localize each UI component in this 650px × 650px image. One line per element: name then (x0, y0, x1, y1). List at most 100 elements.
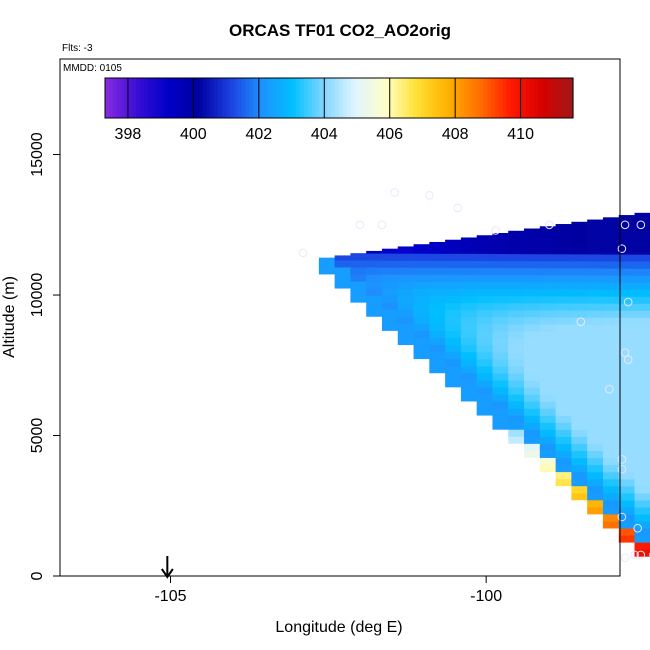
heatmap-cell (587, 380, 604, 388)
heatmap-cell (555, 380, 572, 388)
colorbar-strip (179, 78, 184, 118)
heatmap-cell (634, 507, 650, 515)
colorbar-strip (569, 78, 574, 118)
heatmap-cell (634, 303, 650, 311)
heatmap-cell (524, 317, 541, 325)
colorbar-strip (475, 78, 480, 118)
heatmap-cell (571, 408, 588, 416)
heatmap-cell (618, 521, 635, 529)
heatmap-cell (476, 260, 493, 269)
heatmap-cell (539, 408, 556, 416)
heatmap-cell (445, 246, 462, 254)
heatmap-cell (460, 316, 478, 325)
heatmap-cell (634, 275, 650, 283)
heatmap-cell (429, 302, 446, 310)
heatmap-cell (539, 401, 556, 409)
heatmap-cell (571, 436, 588, 445)
sample-point (617, 455, 627, 464)
heatmap-cell (602, 303, 620, 311)
heatmap-cell (508, 323, 525, 332)
heatmap-cell (460, 337, 478, 346)
heatmap-cell (587, 219, 604, 227)
colorbar-strip (241, 78, 246, 118)
heatmap-cell (571, 352, 588, 360)
sample-point (604, 384, 614, 394)
heatmap-cell (350, 281, 367, 289)
heatmap-cell (618, 493, 635, 501)
heatmap-cell (587, 317, 604, 325)
heatmap-cell (350, 253, 367, 261)
heatmap-cell (429, 351, 446, 360)
colorbar-strip (335, 78, 340, 118)
heatmap-cell (524, 267, 541, 276)
heatmap-cell (587, 310, 604, 318)
colorbar-strip (553, 78, 558, 118)
heatmap-cell (539, 457, 556, 465)
heatmap-cell (476, 309, 493, 318)
heatmap-cell (571, 296, 588, 304)
heatmap-cell (571, 471, 588, 480)
heatmap-cell (618, 528, 635, 536)
heatmap-cell (571, 246, 588, 255)
heatmap-cell (508, 422, 525, 430)
heatmap-cell (429, 274, 446, 282)
y-axis-label: Altitude (m) (1, 276, 18, 358)
colorbar-strip (456, 78, 461, 118)
heatmap-cell (634, 450, 650, 459)
heatmap-cell (381, 316, 399, 324)
colorbar-strip (389, 78, 395, 118)
heatmap-cell (618, 394, 635, 403)
heatmap-cell (555, 225, 572, 234)
colorbar-strip (381, 78, 387, 118)
colorbar-strip (144, 78, 149, 118)
colorbar-strip (514, 78, 519, 118)
heatmap-cell (634, 542, 650, 550)
heatmap-cell (476, 253, 493, 262)
heatmap-cell (429, 330, 446, 339)
heatmap-cell (366, 309, 383, 317)
heatmap-cell (602, 492, 620, 501)
colorbar-strip (417, 78, 422, 118)
sample-point (576, 317, 586, 327)
heatmap-cell (318, 257, 336, 261)
heatmap-cell (381, 288, 399, 296)
heatmap-cell (492, 373, 509, 381)
longitude-marker-arrow (161, 556, 174, 579)
colorbar-strip (378, 78, 383, 118)
colorbar-strip (112, 78, 118, 118)
heatmap-cell (587, 247, 604, 255)
heatmap-cell (587, 485, 604, 494)
colorbar-strip (175, 78, 180, 118)
heatmap-cell (476, 394, 493, 402)
heatmap-cell (634, 212, 650, 220)
heatmap-cell (460, 237, 478, 240)
heatmap-cell (634, 549, 650, 557)
heatmap-cell (508, 331, 525, 339)
heatmap-cell (634, 394, 650, 403)
heatmap-cell (571, 225, 588, 234)
heatmap-cell (587, 436, 604, 445)
heatmap-cell (460, 379, 478, 388)
heatmap-cell (397, 295, 414, 303)
heatmap-cell (634, 472, 650, 480)
colorbar-strip (323, 78, 328, 118)
heatmap-cell (524, 387, 541, 395)
heatmap-cell (618, 436, 635, 445)
heatmap-cell (571, 401, 588, 409)
heatmap-cell (508, 373, 525, 381)
heatmap-cell (602, 247, 620, 255)
heatmap-cell (429, 316, 446, 325)
heatmap-cell (508, 387, 525, 395)
heatmap-cell (618, 310, 635, 318)
heatmap-cell (571, 422, 588, 431)
heatmap-cell (587, 492, 604, 501)
y-tick-label: 0 (29, 571, 46, 580)
heatmap-cell (587, 478, 604, 487)
heatmap-cell (508, 302, 525, 311)
heatmap-cell (602, 352, 620, 360)
colorbar-strip (436, 78, 441, 118)
heatmap-cell (602, 499, 620, 508)
heatmap-cell (539, 310, 556, 318)
heatmap-cell (381, 281, 399, 289)
heatmap-cell (397, 316, 414, 324)
